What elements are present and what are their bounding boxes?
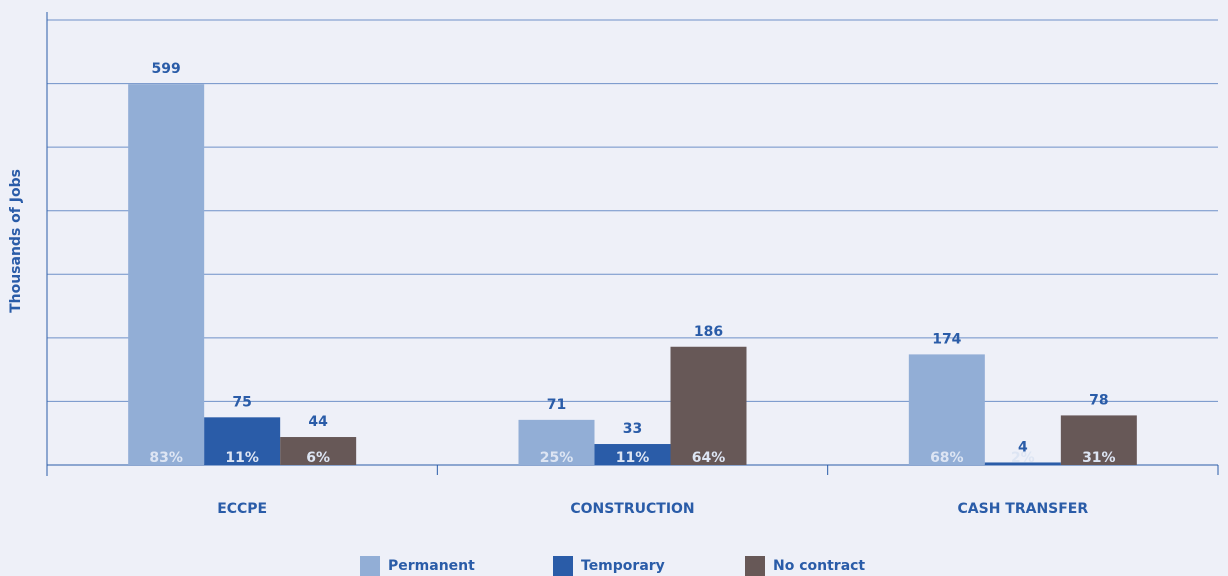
bar [128,84,205,465]
bar [670,346,747,465]
data-label: 33 [623,421,642,437]
share-label: 6% [306,450,330,466]
share-label: 64% [692,450,726,466]
x-tick-label: CONSTRUCTION [570,501,694,517]
legend-label: Permanent [388,558,475,574]
share-label: 25% [540,450,574,466]
bar [1060,415,1137,465]
share-label: 31% [1082,450,1116,466]
legend-swatch [360,556,380,576]
y-axis-label: Thousands of Jobs [8,169,24,313]
share-label: 2% [1011,450,1035,466]
data-label: 44 [308,414,328,430]
data-label: 186 [694,324,723,340]
share-label: 11% [616,450,650,466]
bar [908,354,985,465]
bar [984,462,1061,465]
data-label: 4 [1018,439,1028,455]
legend-label: No contract [773,558,865,574]
data-label: 71 [547,397,566,413]
legend-label: Temporary [581,558,665,574]
bar [280,437,357,465]
data-label: 174 [932,331,961,347]
x-tick-label: ECCPE [217,501,267,517]
legend-swatch [553,556,573,576]
share-label: 83% [149,450,183,466]
data-label: 599 [152,61,181,77]
bar [518,419,595,465]
x-tick-label: CASH TRANSFER [958,501,1089,517]
share-label: 11% [225,450,259,466]
bar [204,417,281,465]
bar [594,444,671,465]
share-label: 68% [930,450,964,466]
legend-swatch [745,556,765,576]
data-label: 78 [1089,392,1108,408]
data-label: 75 [232,394,251,410]
